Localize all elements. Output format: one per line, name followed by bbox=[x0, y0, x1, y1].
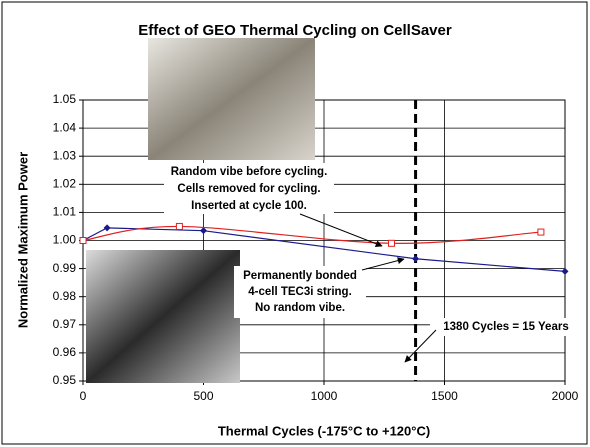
annotation: Inserted at cycle 100. bbox=[191, 200, 307, 212]
y-tick-label: 1.00 bbox=[53, 233, 77, 247]
y-tick-label: 1.03 bbox=[53, 148, 77, 162]
x-tick-label: 1500 bbox=[431, 389, 458, 403]
data-point bbox=[561, 267, 569, 275]
photo bbox=[148, 38, 315, 160]
annotation: 1380 Cycles = 15 Years bbox=[443, 321, 568, 333]
annotation: No random vibe. bbox=[255, 302, 345, 314]
data-point bbox=[537, 228, 545, 236]
y-tick-label: 0.98 bbox=[53, 289, 77, 303]
y-tick-label: 0.95 bbox=[53, 373, 77, 387]
y-tick-label: 1.02 bbox=[53, 176, 77, 190]
data-point bbox=[200, 227, 207, 235]
data-point bbox=[175, 222, 183, 230]
series-line bbox=[82, 225, 541, 244]
annotation-box bbox=[164, 163, 334, 214]
data-point bbox=[103, 224, 111, 232]
annotation: Cells removed for cycling. bbox=[177, 183, 320, 195]
x-axis-label: Thermal Cycles (-175°C to +120°C) bbox=[218, 423, 430, 438]
y-tick-label: 0.96 bbox=[53, 345, 77, 359]
arrow bbox=[404, 329, 437, 363]
data-point bbox=[79, 237, 87, 244]
x-tick-label: 500 bbox=[193, 389, 213, 403]
annotation: Random vibe before cycling. bbox=[171, 166, 328, 178]
y-tick-label: 1.04 bbox=[53, 120, 77, 134]
photo bbox=[86, 250, 240, 383]
x-tick-label: 1000 bbox=[311, 389, 338, 403]
y-tick-label: 0.99 bbox=[53, 261, 77, 275]
annotation-box bbox=[430, 318, 582, 336]
annotation-box bbox=[234, 266, 366, 318]
arrow bbox=[361, 257, 405, 271]
arrow bbox=[299, 213, 383, 247]
y-tick-label: 0.97 bbox=[53, 317, 77, 331]
data-point bbox=[412, 255, 420, 263]
x-tick-label: 2000 bbox=[552, 389, 579, 403]
data-point bbox=[387, 239, 395, 247]
y-axis-label: Normalized Maximum Power bbox=[15, 152, 30, 328]
y-tick-label: 1.05 bbox=[53, 92, 77, 106]
annotation: Permanently bonded bbox=[243, 270, 357, 282]
y-tick-label: 1.01 bbox=[53, 205, 77, 219]
annotation: 4-cell TEC3i string. bbox=[248, 286, 352, 298]
x-tick-label: 0 bbox=[80, 389, 87, 403]
chart-title: Effect of GEO Thermal Cycling on CellSav… bbox=[138, 22, 452, 39]
overlay: Random vibe before cycling. Cells remove… bbox=[86, 38, 582, 383]
